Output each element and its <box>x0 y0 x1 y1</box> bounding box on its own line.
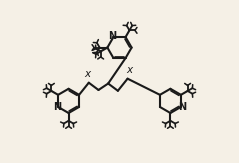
Text: x: x <box>126 65 133 75</box>
Text: x: x <box>84 69 90 79</box>
Text: N: N <box>109 31 117 41</box>
Text: N: N <box>178 102 186 112</box>
Text: N: N <box>53 102 61 112</box>
